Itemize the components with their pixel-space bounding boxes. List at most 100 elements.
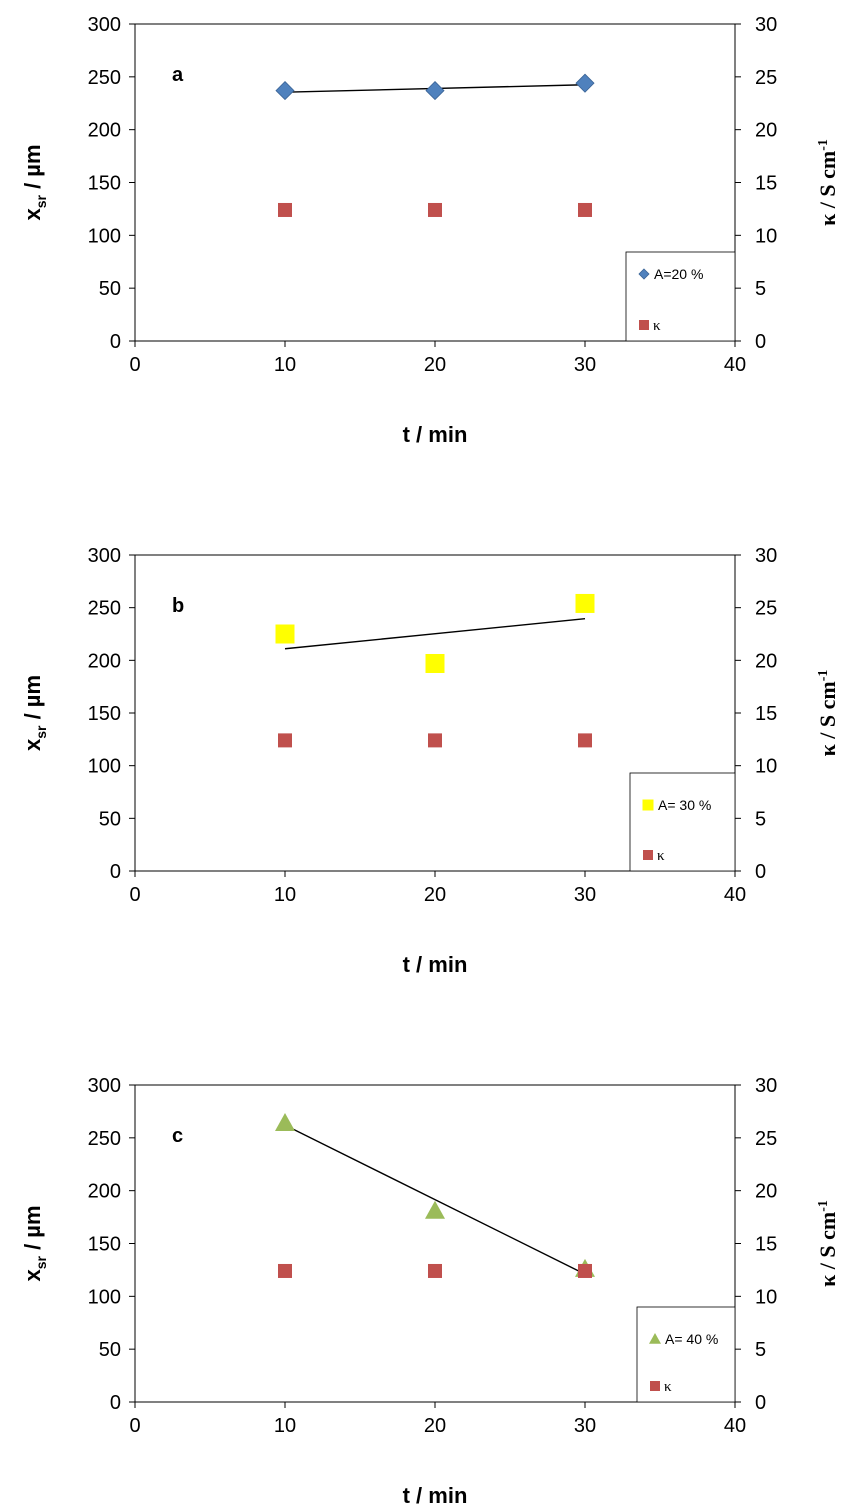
- data-point: [275, 624, 295, 644]
- y-right-axis-label: κ / S cm-1: [815, 670, 840, 757]
- y-left-tick-label: 250: [88, 1128, 121, 1150]
- y-right-tick-label: 20: [755, 120, 777, 142]
- x-tick-label: 40: [724, 884, 746, 906]
- legend-label: A= 30 %: [658, 797, 711, 813]
- y-left-tick-label: 100: [88, 1286, 121, 1308]
- series-kappa: [278, 202, 592, 217]
- legend-label: κ: [657, 848, 665, 864]
- x-tick-label: 40: [724, 354, 746, 376]
- y-right-tick-label: 20: [755, 1181, 777, 1203]
- series-kappa: [278, 733, 592, 748]
- y-right-axis-label: κ / S cm-1: [815, 1200, 840, 1287]
- y-left-tick-label: 0: [110, 331, 121, 353]
- x-tick-label: 20: [424, 1415, 446, 1437]
- y-right-tick-label: 25: [755, 67, 777, 89]
- legend-marker: [650, 1381, 660, 1391]
- y-right-tick-label: 10: [755, 756, 777, 778]
- y-right-tick-label: 30: [755, 545, 777, 567]
- y-right-tick-label: 5: [755, 808, 766, 830]
- y-left-tick-label: 200: [88, 650, 121, 672]
- legend-marker: [638, 268, 650, 280]
- legend-label: κ: [664, 1379, 672, 1395]
- y-right-tick-label: 30: [755, 1075, 777, 1097]
- y-left-tick-label: 300: [88, 545, 121, 567]
- data-point: [578, 1263, 592, 1278]
- legend: A=20 % κ: [625, 251, 736, 342]
- y-right-tick-label: 15: [755, 703, 777, 725]
- data-point: [428, 733, 442, 748]
- y-right-tick-label: 20: [755, 650, 777, 672]
- data-point: [275, 1113, 295, 1132]
- y-left-tick-label: 100: [88, 225, 121, 247]
- y-right-tick-label: 15: [755, 1234, 777, 1256]
- y-right-tick-label: 10: [755, 1286, 777, 1308]
- panel-letter: a: [172, 64, 184, 86]
- y-right-tick-label: 25: [755, 598, 777, 620]
- legend-marker: [639, 320, 649, 330]
- legend-label: A= 40 %: [665, 1331, 718, 1347]
- data-point: [428, 202, 442, 217]
- y-left-tick-label: 0: [110, 1392, 121, 1414]
- data-point: [278, 202, 292, 217]
- legend-label: κ: [653, 318, 661, 334]
- legend-label: A=20 %: [654, 266, 703, 282]
- panel-letter: c: [172, 1125, 183, 1147]
- x-tick-label: 10: [274, 1415, 296, 1437]
- y-left-tick-label: 150: [88, 1234, 121, 1256]
- data-point: [578, 733, 592, 748]
- y-left-tick-label: 150: [88, 703, 121, 725]
- x-tick-label: 20: [424, 884, 446, 906]
- y-left-axis-label: xsr / µm: [20, 675, 49, 751]
- x-tick-label: 10: [274, 354, 296, 376]
- y-left-tick-label: 300: [88, 1075, 121, 1097]
- data-point: [278, 733, 292, 748]
- y-left-tick-label: 200: [88, 120, 121, 142]
- data-point: [425, 653, 445, 673]
- y-left-tick-label: 150: [88, 173, 121, 195]
- y-right-axis-label: κ / S cm-1: [815, 139, 840, 226]
- x-tick-label: 0: [129, 1415, 140, 1437]
- series-xsr: [275, 593, 595, 673]
- y-left-tick-label: 100: [88, 756, 121, 778]
- y-left-tick-label: 50: [99, 808, 121, 830]
- trendline: [284, 1124, 586, 1275]
- y-left-tick-label: 300: [88, 14, 121, 36]
- y-right-tick-label: 5: [755, 1339, 766, 1361]
- data-point: [425, 1200, 445, 1219]
- y-left-tick-label: 50: [99, 1339, 121, 1361]
- x-tick-label: 40: [724, 1415, 746, 1437]
- x-tick-label: 0: [129, 884, 140, 906]
- y-left-tick-label: 0: [110, 861, 121, 883]
- y-right-tick-label: 0: [755, 331, 766, 353]
- y-right-tick-label: 0: [755, 1392, 766, 1414]
- y-right-tick-label: 15: [755, 173, 777, 195]
- x-tick-label: 30: [574, 354, 596, 376]
- data-point: [275, 81, 295, 101]
- x-axis-label: t / min: [403, 1483, 468, 1508]
- y-right-tick-label: 25: [755, 1128, 777, 1150]
- data-point: [428, 1263, 442, 1278]
- x-axis-label: t / min: [403, 422, 468, 447]
- y-left-tick-label: 50: [99, 278, 121, 300]
- y-right-tick-label: 5: [755, 278, 766, 300]
- data-point: [578, 202, 592, 217]
- series-kappa: [278, 1263, 592, 1278]
- plot-area: [134, 1084, 736, 1403]
- panel-letter: b: [172, 595, 184, 617]
- x-tick-label: 0: [129, 354, 140, 376]
- x-tick-label: 30: [574, 884, 596, 906]
- x-tick-label: 20: [424, 354, 446, 376]
- legend: A= 30 % κ: [629, 772, 736, 872]
- trendline: [284, 618, 586, 650]
- x-tick-label: 30: [574, 1415, 596, 1437]
- y-left-axis-label: xsr / µm: [20, 1205, 49, 1281]
- legend: A= 40 % κ: [636, 1306, 736, 1403]
- data-point: [575, 73, 595, 93]
- y-left-axis-label: xsr / µm: [20, 144, 49, 220]
- y-right-tick-label: 0: [755, 861, 766, 883]
- y-left-tick-label: 250: [88, 598, 121, 620]
